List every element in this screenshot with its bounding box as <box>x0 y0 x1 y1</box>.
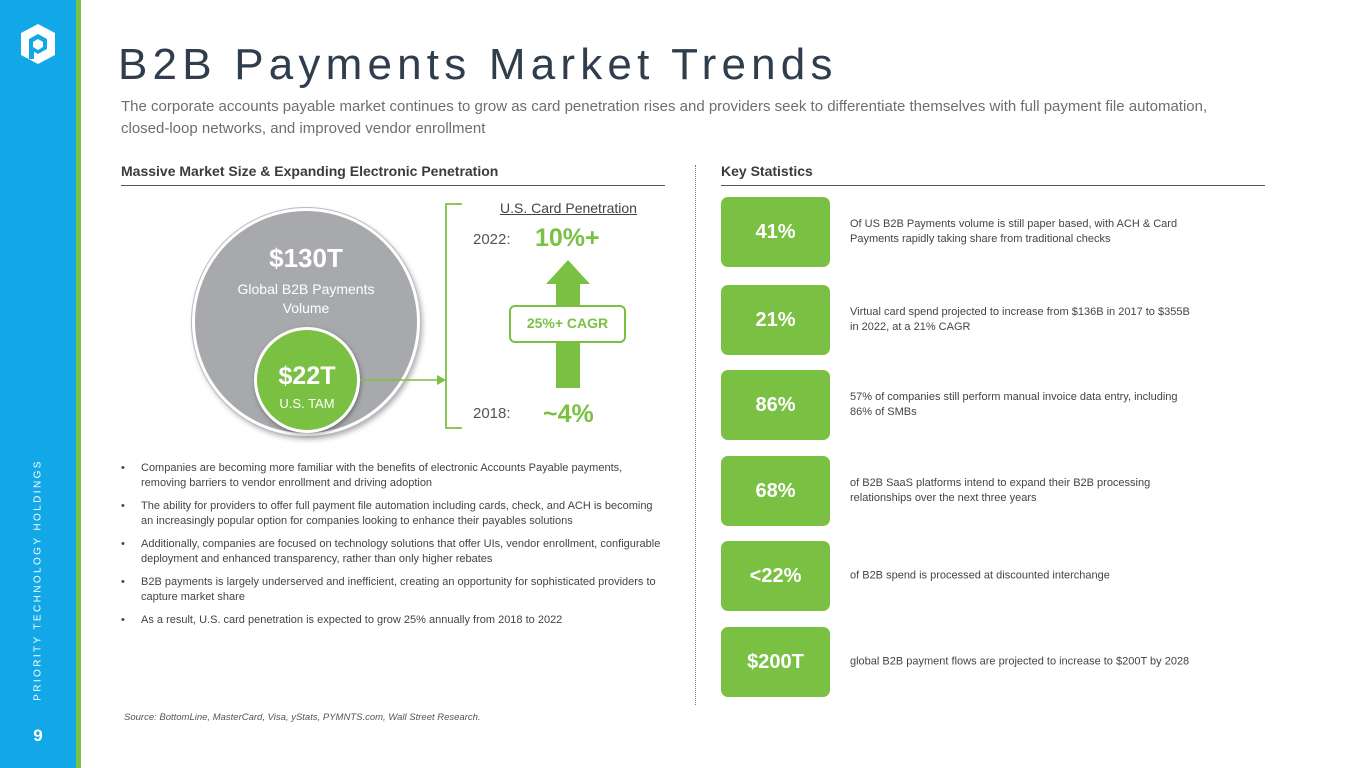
stat-description: Virtual card spend projected to increase… <box>850 306 1190 333</box>
stat-row: 68% of B2B SaaS platforms intend to expa… <box>721 456 1281 526</box>
trend-bullet-list: Companies are becoming more familiar wit… <box>121 461 666 636</box>
year-2022-label: 2022: <box>473 231 511 248</box>
stat-row: 41% Of US B2B Payments volume is still p… <box>721 197 1281 267</box>
growth-arrow-head <box>546 260 590 284</box>
bracket-line <box>445 203 462 429</box>
us-tam-value: $22T <box>278 362 336 390</box>
stat-value-badge: $200T <box>721 627 830 697</box>
company-name-vertical: PRIORITY TECHNOLOGY HOLDINGS <box>32 459 44 701</box>
column-divider <box>695 165 696 705</box>
page-title: B2B Payments Market Trends <box>118 40 838 89</box>
us-tam-circle <box>254 327 360 433</box>
stat-row: <22% of B2B spend is processed at discou… <box>721 541 1281 611</box>
global-volume-label: Global B2B Payments Volume <box>237 281 375 316</box>
sidebar <box>0 0 76 768</box>
stat-description: of B2B spend is processed at discounted … <box>850 569 1110 582</box>
stat-description: of B2B SaaS platforms intend to expand t… <box>850 477 1151 504</box>
penetration-2018-value: ~4% <box>543 400 594 428</box>
card-penetration-title: U.S. Card Penetration <box>500 200 637 216</box>
stat-value-badge: <22% <box>721 541 830 611</box>
penetration-2022-value: 10%+ <box>535 224 600 252</box>
priority-cube-logo-icon <box>21 24 55 64</box>
page-number: 9 <box>33 726 43 745</box>
year-2018-label: 2018: <box>473 405 511 422</box>
stat-description: global B2B payment flows are projected t… <box>850 655 1190 668</box>
sidebar-accent-stripe <box>76 0 81 768</box>
stat-value-badge: 86% <box>721 370 830 440</box>
stat-row: 21% Virtual card spend projected to incr… <box>721 285 1281 355</box>
stat-description: Of US B2B Payments volume is still paper… <box>850 218 1178 245</box>
page-subtitle: The corporate accounts payable market co… <box>121 98 1208 137</box>
bullet-item: Companies are becoming more familiar wit… <box>121 461 666 491</box>
stat-row: 86% 57% of companies still perform manua… <box>721 370 1281 440</box>
bullet-item: The ability for providers to offer full … <box>121 499 666 529</box>
stat-description: 57% of companies still perform manual in… <box>850 391 1178 418</box>
bullet-item: As a result, U.S. card penetration is ex… <box>121 613 666 628</box>
stat-value-badge: 41% <box>721 197 830 267</box>
bullet-item: Additionally, companies are focused on t… <box>121 537 666 567</box>
us-tam-label: U.S. TAM <box>279 396 335 411</box>
stat-value-badge: 68% <box>721 456 830 526</box>
key-statistics-heading: Key Statistics <box>721 163 1265 186</box>
stat-value-badge: 21% <box>721 285 830 355</box>
cagr-badge: 25%+ CAGR <box>509 305 626 343</box>
source-note: Source: BottomLine, MasterCard, Visa, yS… <box>124 712 481 723</box>
market-size-heading: Massive Market Size & Expanding Electron… <box>121 163 665 186</box>
connector-arrow-head <box>437 375 446 385</box>
global-volume-value: $130T <box>269 243 343 273</box>
bullet-item: B2B payments is largely underserved and … <box>121 575 666 605</box>
stat-row: $200T global B2B payment flows are proje… <box>721 627 1281 697</box>
